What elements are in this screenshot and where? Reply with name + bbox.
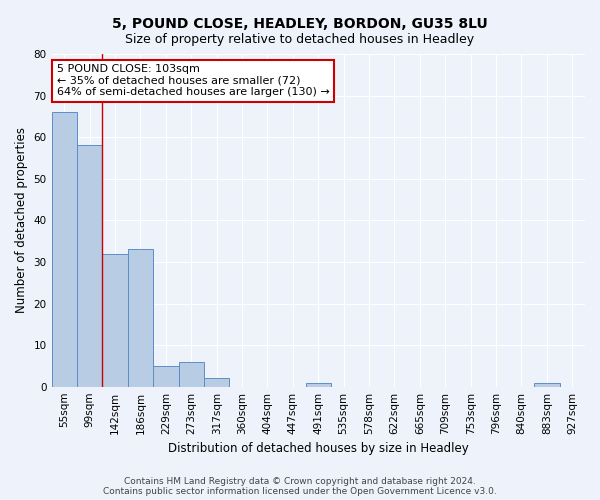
- Text: Contains HM Land Registry data © Crown copyright and database right 2024.
Contai: Contains HM Land Registry data © Crown c…: [103, 476, 497, 496]
- Bar: [153, 366, 179, 386]
- Bar: [204, 378, 229, 386]
- Text: 5, POUND CLOSE, HEADLEY, BORDON, GU35 8LU: 5, POUND CLOSE, HEADLEY, BORDON, GU35 8L…: [112, 18, 488, 32]
- Bar: [77, 146, 103, 386]
- Bar: [305, 382, 331, 386]
- Bar: [128, 250, 153, 386]
- Bar: [52, 112, 77, 386]
- Bar: [534, 382, 560, 386]
- Text: Size of property relative to detached houses in Headley: Size of property relative to detached ho…: [125, 32, 475, 46]
- X-axis label: Distribution of detached houses by size in Headley: Distribution of detached houses by size …: [168, 442, 469, 455]
- Bar: [103, 254, 128, 386]
- Bar: [179, 362, 204, 386]
- Text: 5 POUND CLOSE: 103sqm
← 35% of detached houses are smaller (72)
64% of semi-deta: 5 POUND CLOSE: 103sqm ← 35% of detached …: [57, 64, 329, 97]
- Y-axis label: Number of detached properties: Number of detached properties: [15, 128, 28, 314]
